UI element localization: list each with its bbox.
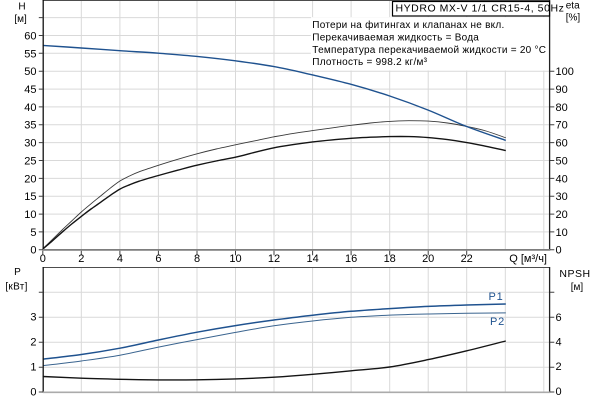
svg-text:40: 40 — [24, 102, 36, 114]
svg-text:0: 0 — [556, 386, 562, 398]
svg-text:60: 60 — [24, 30, 36, 42]
svg-text:HYDRO MX-V 1/1 CR15-4, 50Hz: HYDRO MX-V 1/1 CR15-4, 50Hz — [396, 2, 565, 14]
svg-text:P2: P2 — [490, 316, 505, 328]
svg-text:Q [м³/ч]: Q [м³/ч] — [509, 253, 547, 265]
svg-text:8: 8 — [194, 253, 200, 265]
svg-text:10: 10 — [229, 253, 241, 265]
svg-text:40: 40 — [556, 173, 568, 185]
svg-text:100: 100 — [556, 66, 574, 78]
svg-text:25: 25 — [24, 155, 36, 167]
svg-text:5: 5 — [30, 227, 36, 239]
svg-text:[%]: [%] — [566, 13, 581, 24]
svg-text:6: 6 — [556, 312, 562, 324]
svg-text:22: 22 — [461, 253, 473, 265]
svg-text:2: 2 — [556, 361, 562, 373]
svg-text:80: 80 — [556, 102, 568, 114]
svg-text:Потери на фитингах и клапанах: Потери на фитингах и клапанах не вкл. — [312, 19, 504, 31]
svg-text:1: 1 — [30, 361, 36, 373]
svg-text:30: 30 — [556, 191, 568, 203]
svg-text:30: 30 — [24, 138, 36, 150]
svg-text:Плотность = 998.2 кг/м³: Плотность = 998.2 кг/м³ — [312, 57, 427, 68]
svg-text:55: 55 — [24, 48, 36, 60]
svg-text:[м]: [м] — [571, 282, 584, 293]
svg-text:[м]: [м] — [14, 14, 27, 25]
svg-text:16: 16 — [345, 253, 357, 265]
svg-text:2: 2 — [78, 253, 84, 265]
svg-text:10: 10 — [24, 209, 36, 221]
svg-text:90: 90 — [556, 84, 568, 96]
svg-text:15: 15 — [24, 191, 36, 203]
svg-text:60: 60 — [556, 138, 568, 150]
svg-text:18: 18 — [384, 253, 396, 265]
svg-text:H: H — [18, 2, 25, 13]
svg-text:50: 50 — [556, 155, 568, 167]
svg-text:2: 2 — [30, 336, 36, 348]
svg-text:10: 10 — [556, 227, 568, 239]
svg-text:6: 6 — [155, 253, 161, 265]
svg-text:14: 14 — [306, 253, 318, 265]
svg-text:0: 0 — [556, 245, 562, 257]
svg-text:50: 50 — [24, 66, 36, 78]
svg-text:P1: P1 — [488, 291, 503, 303]
svg-text:0: 0 — [40, 253, 46, 265]
svg-text:20: 20 — [556, 209, 568, 221]
svg-text:Перекачиваемая жидкость = Вода: Перекачиваемая жидкость = Вода — [312, 32, 479, 43]
svg-text:3: 3 — [30, 311, 36, 323]
svg-text:Температура перекачиваемой жид: Температура перекачиваемой жидкости = 20… — [312, 45, 546, 56]
svg-text:45: 45 — [24, 84, 36, 96]
svg-text:4: 4 — [556, 337, 562, 349]
svg-text:70: 70 — [556, 120, 568, 132]
svg-text:20: 20 — [24, 173, 36, 185]
svg-text:12: 12 — [268, 253, 280, 265]
svg-text:P: P — [14, 267, 21, 278]
svg-text:eta: eta — [566, 0, 580, 11]
svg-text:0: 0 — [30, 386, 36, 398]
svg-text:4: 4 — [117, 253, 123, 265]
svg-text:0: 0 — [30, 245, 36, 257]
svg-text:20: 20 — [422, 253, 434, 265]
svg-text:35: 35 — [24, 120, 36, 132]
svg-text:[кВт]: [кВт] — [5, 281, 27, 292]
svg-text:NPSH: NPSH — [559, 268, 590, 280]
